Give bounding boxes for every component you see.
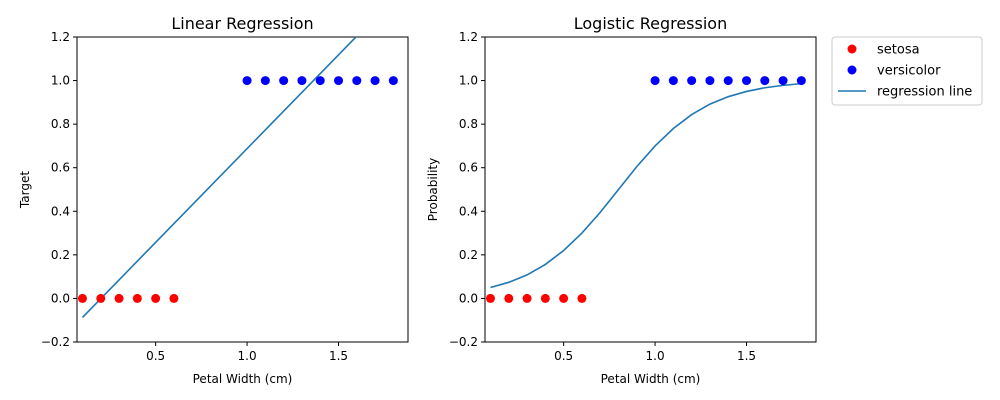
linear-point-versicolor [279,76,289,86]
logistic-point-versicolor [668,76,678,86]
linear-point-setosa [77,293,87,303]
logistic-point-versicolor [723,76,733,86]
linear-chart-title: Linear Regression [171,14,313,33]
logistic-point-versicolor [742,76,752,86]
linear-point-versicolor [242,76,252,86]
logistic-regression-line [490,82,802,289]
logistic-y-tick-label: −0.2 [449,335,478,349]
logistic-y-tick-label: 0.2 [459,248,478,262]
logistic-y-tick-label: 0.6 [459,161,478,175]
linear-y-tick-label: 0.8 [51,117,70,131]
linear-x-axis-label: Petal Width (cm) [193,372,293,386]
logistic-y-tick-label: 0.8 [459,117,478,131]
linear-point-versicolor [315,76,325,86]
linear-point-versicolor [388,76,398,86]
linear-x-tick-label: 1.0 [238,349,257,363]
logistic-point-versicolor [760,76,770,86]
linear-point-setosa [96,293,106,303]
logistic-point-setosa [577,293,587,303]
logistic-plot-frame [484,36,817,343]
logistic-point-setosa [522,293,532,303]
logistic-point-setosa [504,293,514,303]
legend-marker-setosa [847,44,857,54]
logistic-y-tick-label: 1.2 [459,30,478,44]
logistic-point-setosa [485,293,495,303]
linear-y-tick-label: 0.2 [51,248,70,262]
linear-y-tick-label: 0.4 [51,204,70,218]
logistic-point-setosa [540,293,550,303]
logistic-regression-plot: 0.5 1.0 1.5 −0.2 0.0 0.2 0.4 0.6 0.8 1.0 1.2 Logist… [426,14,817,386]
linear-point-versicolor [352,76,362,86]
legend-label: setosa [877,43,920,58]
linear-x-tick-label: 1.5 [329,349,348,363]
linear-y-tick-label: −0.2 [41,335,70,349]
logistic-y-axis-label: Probability [426,158,440,221]
logistic-point-versicolor [687,76,697,86]
logistic-point-versicolor [705,76,715,86]
logistic-x-tick-label: 1.5 [737,349,756,363]
linear-point-setosa [114,293,124,303]
logistic-x-tick-label: 0.5 [554,349,573,363]
logistic-point-versicolor [778,76,788,86]
logistic-point-versicolor [650,76,660,86]
linear-x-tick-label: 0.5 [146,349,165,363]
linear-y-tick-label: 0.0 [51,291,70,305]
linear-regression-line [81,37,358,318]
logistic-x-tick-label: 1.0 [646,349,665,363]
linear-y-tick-label: 0.6 [51,161,70,175]
linear-point-versicolor [260,76,270,86]
legend-marker-versicolor [847,65,857,75]
logistic-y-tick-label: 0.4 [459,204,478,218]
linear-point-setosa [169,293,179,303]
linear-y-axis-label: Target [18,171,32,209]
legend-frame [831,36,983,106]
linear-regression-plot: 0.5 1.0 1.5 −0.2 0.0 0.2 0.4 0.6 0.8 1.0 1.2 Linear… [18,14,409,386]
logistic-point-versicolor [796,76,806,86]
legend-label: regression line [877,85,972,100]
linear-point-setosa [151,293,161,303]
linear-point-versicolor [334,76,344,86]
logistic-y-tick-label: 1.0 [459,74,478,88]
logistic-y-tick-label: 0.0 [459,291,478,305]
legend: setosa versicolor regression line [831,36,983,106]
linear-y-tick-label: 1.2 [51,30,70,44]
linear-plot-frame [76,36,409,343]
linear-point-setosa [132,293,142,303]
logistic-chart-title: Logistic Regression [574,14,727,33]
linear-point-versicolor [370,76,380,86]
logistic-point-setosa [559,293,569,303]
legend-label: versicolor [877,64,941,79]
logistic-x-axis-label: Petal Width (cm) [601,372,701,386]
linear-y-tick-label: 1.0 [51,74,70,88]
linear-point-versicolor [297,76,307,86]
